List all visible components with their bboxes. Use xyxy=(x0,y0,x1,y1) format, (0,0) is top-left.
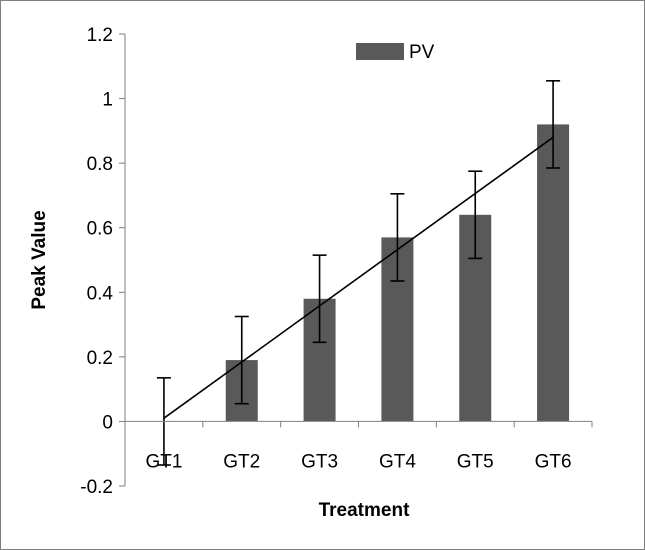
x-axis-title: Treatment xyxy=(319,500,410,521)
x-axis-labels: GT1 GT2 GT3 GT4 GT5 GT6 xyxy=(145,451,571,472)
bar xyxy=(537,124,570,422)
legend: PV xyxy=(356,42,435,63)
y-axis-ticks: -0.2 0 0.2 0.4 0.6 0.8 1 1.2 xyxy=(80,25,593,498)
x-tick-label: GT6 xyxy=(535,451,572,472)
x-tick-label: GT3 xyxy=(301,451,338,472)
y-tick-label: 1.2 xyxy=(87,25,113,46)
x-tick-label: GT2 xyxy=(223,451,260,472)
y-tick-label: 0.4 xyxy=(87,283,114,304)
error-bars-group xyxy=(156,80,561,466)
x-tick-label: GT5 xyxy=(457,451,494,472)
legend-swatch xyxy=(356,43,404,60)
x-tick-label: GT1 xyxy=(145,451,182,472)
y-tick-label: 0 xyxy=(102,412,113,433)
bars-group xyxy=(225,124,570,422)
y-tick-label: 0.8 xyxy=(87,154,113,175)
y-axis-title: Peak Value xyxy=(29,210,50,309)
y-tick-label: 1 xyxy=(102,90,113,111)
y-tick-label: 0.6 xyxy=(87,219,113,240)
y-tick-label: 0.2 xyxy=(87,348,113,369)
legend-label: PV xyxy=(409,42,435,63)
trendline xyxy=(163,136,554,419)
x-tick-label: GT4 xyxy=(379,451,416,472)
y-tick-label: -0.2 xyxy=(80,477,113,498)
